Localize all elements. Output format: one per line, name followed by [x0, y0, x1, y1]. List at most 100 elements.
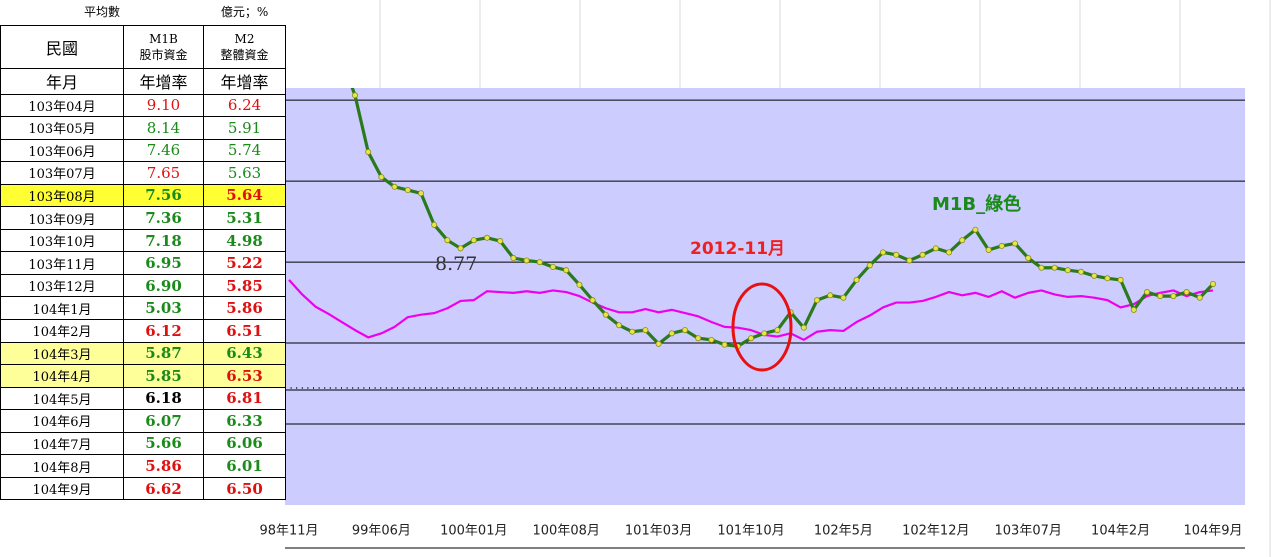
table-cell: 4.98: [203, 228, 287, 253]
table-cell: 6.62: [122, 476, 205, 501]
table-row: 104年2月 6.12 6.51: [0, 318, 287, 343]
table-row: 104年9月 6.62 6.50: [0, 476, 287, 501]
table-row: 103年11月 6.95 5.22: [0, 251, 287, 275]
table-cell: 7.18: [122, 228, 205, 253]
data-point: [483, 234, 490, 241]
table-cell: 104年5月: [0, 386, 124, 411]
table-cell: 104年2月: [0, 318, 124, 343]
data-point: [1196, 294, 1203, 301]
data-point: [616, 322, 623, 329]
data-point: [1012, 240, 1019, 247]
header-cell: 平均數: [0, 0, 204, 26]
table-cell: 104年8月: [0, 454, 124, 478]
data-point: [1025, 255, 1032, 262]
data-point: [853, 276, 860, 283]
table-cell: 6.01: [203, 454, 287, 478]
data-point: [708, 336, 715, 343]
data-point: [893, 251, 900, 258]
table-cell: 6.07: [122, 409, 205, 433]
data-point: [642, 327, 649, 334]
x-tick-label: 101年10月: [717, 524, 784, 539]
data-point: [919, 251, 926, 258]
data-point: [682, 327, 689, 334]
table-cell: 6.18: [122, 386, 205, 411]
data-point: [1091, 272, 1098, 279]
table-cell: 6.50: [203, 476, 287, 501]
data-point: [972, 226, 979, 233]
table-cell: 5.86: [203, 296, 287, 320]
x-tick-label: 102年5月: [814, 524, 873, 539]
table-cell: 103年07月: [0, 161, 124, 185]
annotation: 8.77: [435, 253, 477, 275]
highlight-circle: [731, 282, 793, 372]
header-cell: 年增率: [122, 67, 205, 95]
data-point: [523, 257, 530, 264]
data-point: [563, 267, 570, 274]
table-cell: 5.31: [203, 206, 287, 230]
table-cell: 103年08月: [0, 183, 124, 208]
data-point: [827, 292, 834, 299]
table-cell: 7.56: [122, 183, 205, 208]
annotation: M1B_綠色: [932, 193, 1021, 215]
data-point: [550, 263, 557, 270]
data-point: [946, 249, 953, 256]
data-point: [1104, 275, 1111, 282]
data-point: [906, 257, 913, 264]
table-cell: 103年06月: [0, 138, 124, 163]
data-point: [866, 262, 873, 269]
data-point: [417, 190, 424, 197]
x-tick-label: 98年11月: [259, 524, 318, 539]
data-point: [1144, 289, 1151, 296]
data-point: [748, 335, 755, 342]
header-text: 整體資金: [220, 47, 269, 62]
data-point: [339, 57, 344, 62]
table-cell: 7.36: [122, 206, 205, 230]
data-point: [880, 249, 887, 256]
data-point: [351, 92, 358, 99]
data-point: [1183, 289, 1190, 296]
table-cell: 7.65: [122, 161, 205, 185]
table-row: 104年6月 6.07 6.33: [0, 409, 287, 433]
data-point: [365, 148, 372, 155]
table-cell: 6.06: [203, 431, 287, 456]
data-table: 平均數 億元；% 民國 M1B 股市資金 M2 整體資金 年月 年增率 年增率 10…: [0, 0, 287, 501]
data-point: [444, 237, 451, 244]
table-cell: 6.51: [203, 318, 287, 343]
header-text: M1B: [149, 31, 178, 46]
data-point: [774, 327, 781, 334]
data-point: [1130, 306, 1137, 313]
table-cell: 7.46: [122, 138, 205, 163]
table-cell: 6.43: [203, 341, 287, 366]
data-point: [602, 311, 609, 318]
sheet-grid: [379, 0, 1271, 557]
table-cell: 5.85: [122, 364, 205, 388]
table-cell: 5.66: [122, 431, 205, 456]
table-cell: 103年09月: [0, 206, 124, 230]
table-row: 103年10月 7.18 4.98: [0, 228, 287, 253]
x-tick-label: 101年03月: [625, 524, 692, 539]
table-row: 103年07月 7.65 5.63: [0, 161, 287, 185]
table-row: 103年08月 7.56 5.64: [0, 183, 287, 208]
x-tick-label: 104年2月: [1091, 524, 1150, 539]
data-point: [761, 330, 768, 337]
table-cell: 5.03: [122, 296, 205, 320]
data-point: [998, 242, 1005, 249]
table-cell: 6.90: [122, 273, 205, 298]
table-cell: 6.33: [203, 409, 287, 433]
data-point: [655, 340, 662, 347]
data-point: [470, 237, 477, 244]
table-cell: 104年1月: [0, 296, 124, 320]
table-row: 104年8月 5.86 6.01: [0, 454, 287, 478]
table-row: 103年12月 6.90 5.85: [0, 273, 287, 298]
table-cell: 8.14: [122, 116, 205, 140]
table-cell: 103年12月: [0, 273, 124, 298]
series-line: [288, 279, 1214, 341]
x-tick-label: 104年9月: [1183, 524, 1242, 539]
data-point: [576, 281, 583, 288]
table-cell: 5.74: [203, 138, 287, 163]
data-point: [814, 297, 821, 304]
data-point: [536, 259, 543, 266]
table-cell: 104年9月: [0, 476, 124, 501]
